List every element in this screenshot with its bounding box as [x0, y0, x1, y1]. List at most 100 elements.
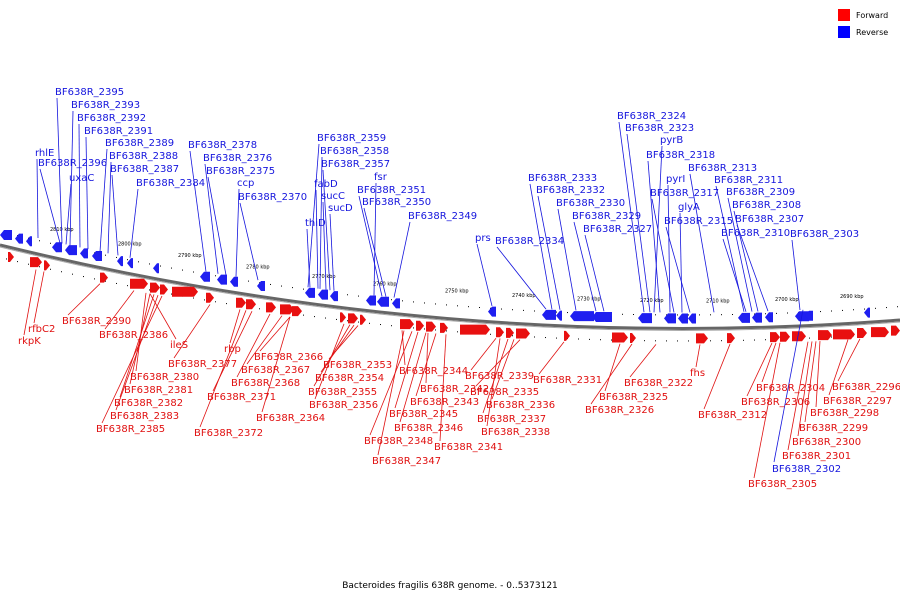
tick-dot	[655, 340, 656, 342]
scale-tick-label: 2790 kbp	[178, 253, 202, 259]
reverse-label-leader	[69, 110, 74, 246]
tick-dot	[39, 240, 40, 242]
tick-dot	[127, 285, 128, 287]
reverse-gene-label: BF638R_2310	[721, 228, 790, 239]
reverse-gene-arrow	[92, 250, 102, 261]
reverse-gene-label: BF638R_2308	[732, 200, 801, 211]
reverse-label-leader	[722, 238, 747, 312]
reverse-gene-arrow	[117, 256, 123, 267]
tick-dot	[611, 339, 612, 341]
tick-dot	[600, 339, 601, 341]
reverse-label-leader	[679, 212, 683, 313]
tick-dot	[633, 314, 634, 316]
forward-label-leader	[629, 344, 657, 378]
forward-gene-label: BF638R_2356	[309, 400, 378, 411]
tick-dot	[534, 336, 535, 338]
tick-dot	[116, 256, 117, 258]
reverse-gene-arrow	[366, 295, 376, 306]
tick-dot	[193, 297, 194, 299]
reverse-label-leader	[129, 188, 139, 258]
forward-label-leader	[804, 341, 817, 423]
tick-dot	[259, 308, 260, 310]
reverse-gene-label: BF638R_2392	[77, 113, 146, 124]
tick-dot	[292, 287, 293, 289]
forward-gene-arrow	[871, 327, 889, 338]
tick-dot	[325, 317, 326, 319]
forward-gene-label: BF638R_2341	[434, 442, 503, 453]
forward-label-leader	[377, 330, 405, 456]
forward-gene-arrow	[506, 327, 514, 338]
reverse-gene-label: fsr	[374, 172, 388, 183]
reverse-gene-label: rhlE	[35, 148, 54, 159]
reverse-label-leader	[36, 158, 39, 239]
reverse-gene-label: BF638R_2387	[110, 164, 179, 175]
tick-dot	[556, 337, 557, 339]
reverse-gene-arrow	[805, 310, 813, 321]
forward-gene-arrow	[360, 314, 366, 325]
reverse-label-leader	[651, 198, 675, 313]
tick-dot	[94, 278, 95, 280]
forward-gene-arrow	[426, 321, 436, 332]
reverse-label-leader	[306, 228, 311, 288]
forward-gene-label: BF638R_2346	[394, 423, 463, 434]
forward-gene-arrow	[100, 272, 108, 283]
tick-dot	[83, 276, 84, 278]
reverse-gene-label: sucD	[328, 203, 353, 214]
forward-gene-label: BF638R_2299	[799, 423, 868, 434]
tick-dot	[402, 300, 403, 302]
tick-dot	[446, 304, 447, 306]
reverse-gene-arrow	[200, 271, 210, 282]
tick-dot	[512, 335, 513, 337]
reverse-label-leader	[39, 168, 61, 244]
forward-gene-label: BF638R_2347	[372, 456, 441, 467]
reverse-label-leader	[476, 243, 493, 307]
forward-gene-label: rbp	[224, 344, 241, 355]
forward-genes	[8, 251, 900, 344]
genome-backbone-shadow	[0, 246, 900, 331]
reverse-gene-arrow	[864, 307, 870, 318]
reverse-gene-arrow	[26, 236, 32, 247]
forward-gene-label: BF638R_2331	[533, 375, 602, 386]
forward-gene-label: BF638R_2381	[124, 385, 193, 396]
forward-gene-label: BF638R_2342	[420, 384, 489, 395]
tick-dot	[149, 263, 150, 265]
tick-dot	[138, 261, 139, 263]
reverse-gene-arrow	[230, 276, 238, 287]
reverse-gene-label: BF638R_2311	[714, 175, 783, 186]
tick-dot	[457, 305, 458, 307]
forward-gene-arrow	[280, 304, 294, 315]
reverse-label-leader	[736, 224, 769, 312]
forward-gene-arrow	[780, 331, 790, 342]
forward-label-leader	[229, 309, 241, 344]
reverse-gene-arrow	[0, 230, 12, 240]
scale-tick-label: 2770 kbp	[312, 274, 336, 280]
forward-gene-label: BF638R_2300	[792, 437, 861, 448]
scale-tick-label: 2730 kbp	[577, 296, 601, 302]
reverse-gene-label: BF638R_2313	[688, 163, 757, 174]
tick-dot	[820, 311, 821, 313]
forward-gene-arrow	[696, 333, 708, 344]
forward-gene-label: BF638R_2371	[207, 392, 276, 403]
reverse-gene-label: BF638R_2370	[238, 192, 307, 203]
reverse-gene-arrow	[15, 233, 23, 244]
forward-gene-arrow	[792, 331, 806, 342]
scale-tick-label: 2760 kbp	[373, 281, 397, 287]
reverse-gene-label: BF638R_2302	[772, 464, 841, 475]
reverse-gene-label: prs	[475, 233, 491, 244]
reverse-label-leader	[626, 133, 651, 313]
forward-label-leader	[761, 342, 777, 383]
forward-label-leader	[115, 295, 159, 411]
reverse-gene-label: BF638R_2376	[203, 153, 272, 164]
tick-dot	[226, 303, 227, 305]
tick-dot	[875, 307, 876, 309]
reverse-swatch	[838, 26, 850, 38]
tick-dot	[776, 312, 777, 314]
tick-dot	[215, 275, 216, 277]
forward-label-leader	[797, 341, 813, 437]
tick-dot	[259, 282, 260, 284]
tick-dot	[149, 289, 150, 291]
forward-gene-label: BF638R_2353	[323, 360, 392, 371]
reverse-gene-arrow	[664, 313, 676, 324]
forward-gene-label: BF638R_2296	[832, 382, 900, 393]
